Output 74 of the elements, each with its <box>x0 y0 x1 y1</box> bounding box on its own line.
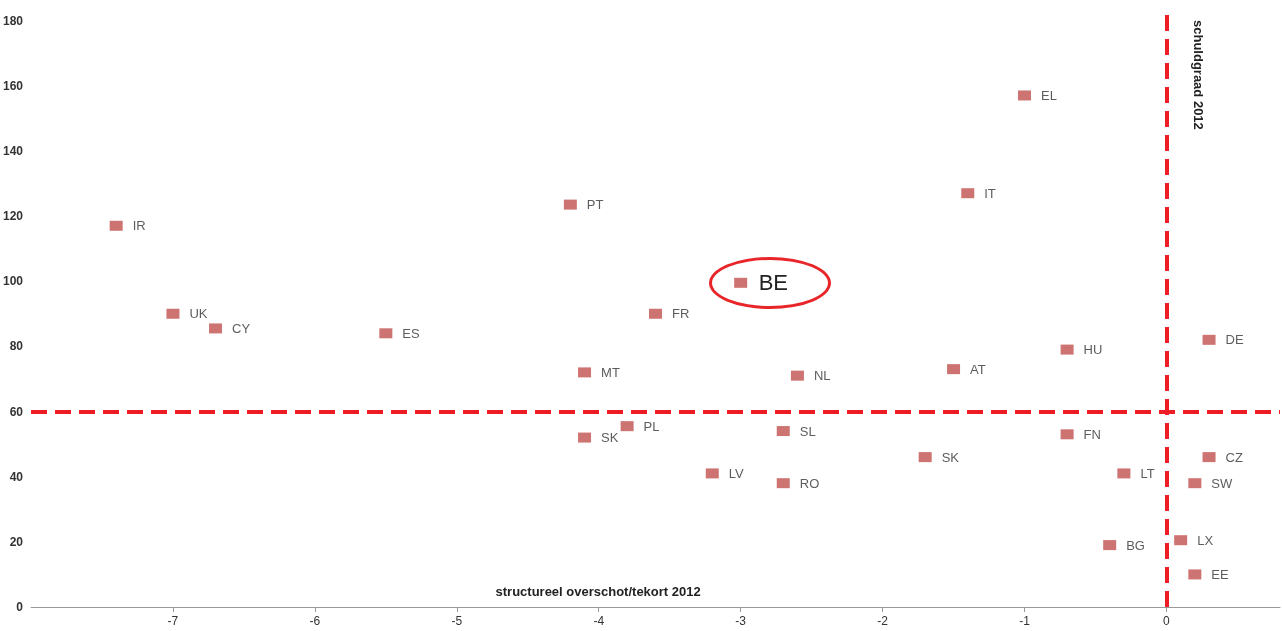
series-label: LV <box>728 465 745 481</box>
y-tick-label: 120 <box>2 209 24 224</box>
y-tick-label: 0 <box>16 600 24 614</box>
series-label: EL <box>1041 87 1057 103</box>
series-label: IR <box>132 218 146 234</box>
point <box>1117 468 1131 479</box>
point <box>1202 334 1216 345</box>
point <box>578 367 592 378</box>
series-label: PL <box>643 418 660 434</box>
point <box>379 328 393 339</box>
x-tick-label: -7 <box>167 614 179 628</box>
series-label: LT <box>1140 465 1155 481</box>
y-tick-label: 180 <box>2 13 24 28</box>
point <box>776 426 790 437</box>
series-label: SK <box>941 449 960 465</box>
series-label: CZ <box>1225 449 1243 465</box>
x-tick-label: -6 <box>309 614 321 628</box>
point <box>1188 569 1202 580</box>
y-tick-label: 160 <box>2 78 24 93</box>
point <box>1103 540 1117 551</box>
x-tick-label: -1 <box>1019 614 1031 628</box>
x-tick-label: -4 <box>593 614 605 628</box>
point <box>166 308 180 319</box>
x-tick-label: -3 <box>735 614 747 628</box>
series-label: LX <box>1197 532 1214 548</box>
point <box>734 277 748 288</box>
series-label: CY <box>232 320 251 336</box>
point <box>947 364 961 375</box>
y-tick-label: 40 <box>9 469 24 484</box>
series-label: FR <box>672 306 690 322</box>
point <box>1018 90 1032 101</box>
series-label: HU <box>1083 342 1103 358</box>
point <box>790 370 804 381</box>
y-tick-label: 60 <box>9 404 24 419</box>
point <box>563 199 577 210</box>
series-label: NL <box>813 368 831 384</box>
y-tick-label: 20 <box>9 534 24 549</box>
series-label: UK <box>189 306 208 322</box>
point <box>1202 452 1216 463</box>
series-label: PT <box>586 197 604 213</box>
x-tick-label: -5 <box>451 614 463 628</box>
x-tick-label: -2 <box>877 614 889 628</box>
series-label: RO <box>799 475 820 491</box>
point <box>961 188 975 199</box>
point <box>209 323 223 334</box>
y-tick-label: 100 <box>2 274 24 289</box>
point <box>578 432 592 443</box>
series-label: FN <box>1083 426 1101 442</box>
series-label: SK <box>601 430 619 446</box>
point <box>1060 429 1074 440</box>
point <box>705 468 719 479</box>
y-tick-label: 140 <box>2 143 24 158</box>
series-label: IT <box>984 185 996 201</box>
point <box>1174 535 1188 546</box>
series-label: SL <box>799 423 816 439</box>
x-axis-title: structureel overschot/tekort 2012 <box>495 584 701 599</box>
series-label: BG <box>1126 537 1145 553</box>
series-label: DE <box>1225 332 1244 348</box>
point <box>620 421 634 432</box>
series-label: ES <box>402 325 421 341</box>
series-label: SW <box>1211 475 1234 491</box>
point <box>1188 478 1202 489</box>
point <box>109 220 123 231</box>
x-tick-label: 0 <box>1163 614 1171 628</box>
point <box>1060 344 1074 355</box>
y-axis-title: schuldgraad 2012 <box>1191 20 1207 130</box>
point <box>776 478 790 489</box>
series-label: AT <box>970 361 986 377</box>
series-label: EE <box>1211 566 1230 582</box>
annotation: BE <box>758 269 789 296</box>
series-label: MT <box>601 364 620 380</box>
y-tick-label: 80 <box>9 339 24 354</box>
point <box>649 308 663 319</box>
point <box>918 452 932 463</box>
